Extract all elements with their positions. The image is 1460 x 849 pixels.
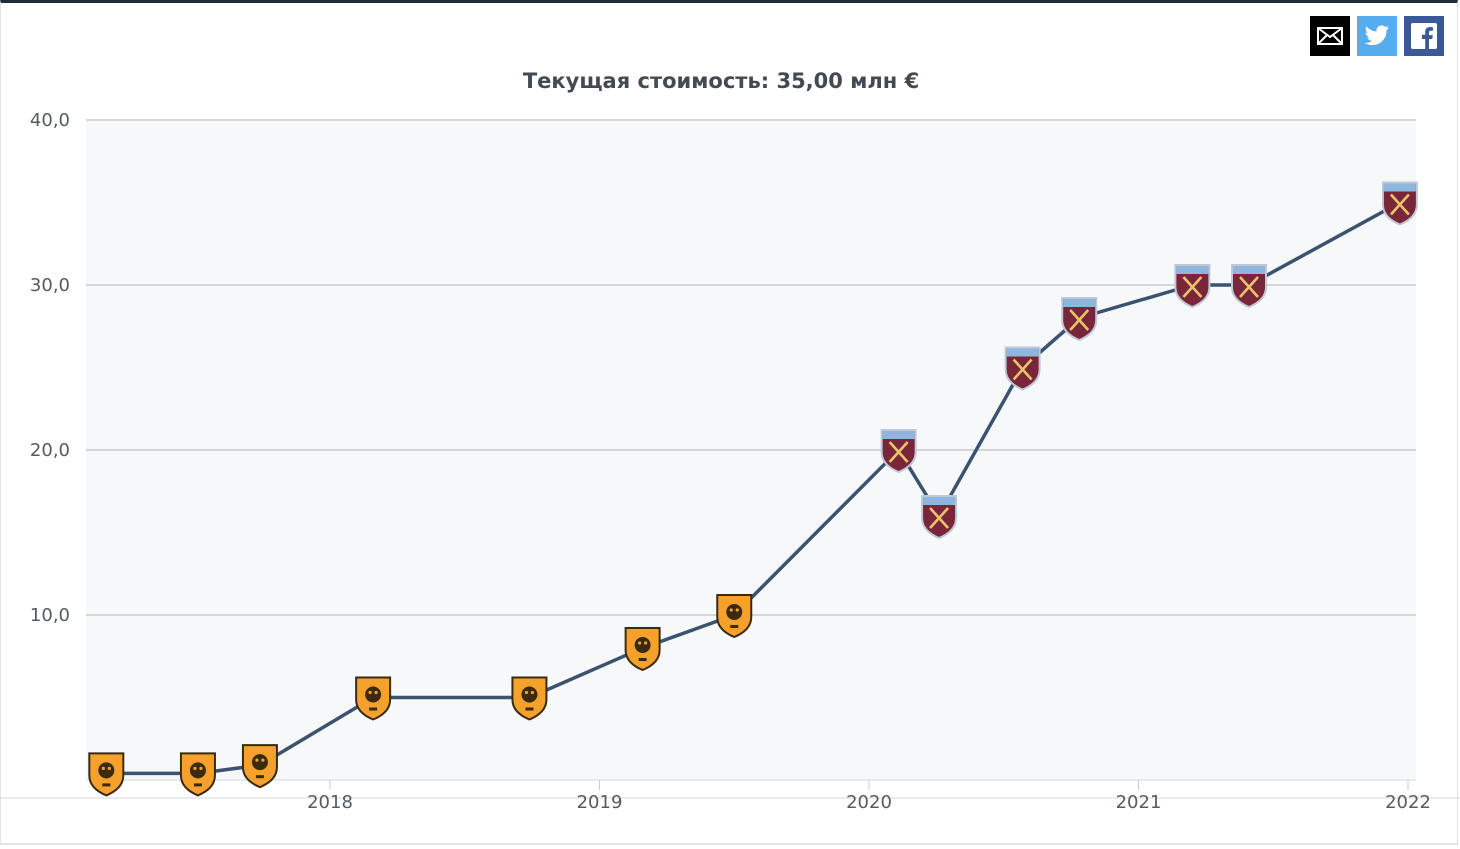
market-value-line: [106, 200, 1401, 776]
y-tick-label: 30,0: [30, 275, 70, 296]
y-tick-label: 10,0: [30, 605, 70, 626]
hull-city-crest-marker[interactable]: [88, 752, 125, 797]
chart-title: Текущая стоимость: 35,00 млн €: [523, 69, 919, 93]
west-ham-crest-marker[interactable]: [921, 495, 958, 540]
hull-city-crest-marker[interactable]: [179, 752, 216, 797]
hull-city-crest-marker[interactable]: [716, 594, 753, 639]
facebook-icon: [1411, 23, 1437, 49]
hull-city-crest-marker[interactable]: [511, 676, 548, 721]
x-tick-label: 2019: [577, 792, 623, 813]
west-ham-crest-marker[interactable]: [880, 429, 917, 474]
hull-city-crest-marker[interactable]: [355, 676, 392, 721]
y-tick-label: 20,0: [30, 440, 70, 461]
twitter-icon: [1364, 25, 1390, 46]
share-twitter-button[interactable]: [1357, 16, 1397, 56]
x-tick-label: 2021: [1116, 792, 1162, 813]
hull-city-crest-marker[interactable]: [624, 627, 661, 672]
share-facebook-button[interactable]: [1404, 16, 1444, 56]
share-email-button[interactable]: [1310, 16, 1350, 56]
west-ham-crest-marker[interactable]: [1174, 264, 1211, 309]
west-ham-crest-marker[interactable]: [1381, 181, 1418, 226]
hull-city-crest-marker[interactable]: [241, 744, 278, 789]
y-tick-label: 40,0: [30, 110, 70, 131]
west-ham-crest-marker[interactable]: [1061, 297, 1098, 342]
x-tick-label: 2018: [307, 792, 353, 813]
mail-icon: [1317, 27, 1343, 45]
west-ham-crest-marker[interactable]: [1004, 346, 1041, 391]
west-ham-crest-marker[interactable]: [1230, 264, 1267, 309]
x-tick-label: 2022: [1385, 792, 1431, 813]
x-tick-label: 2020: [846, 792, 892, 813]
